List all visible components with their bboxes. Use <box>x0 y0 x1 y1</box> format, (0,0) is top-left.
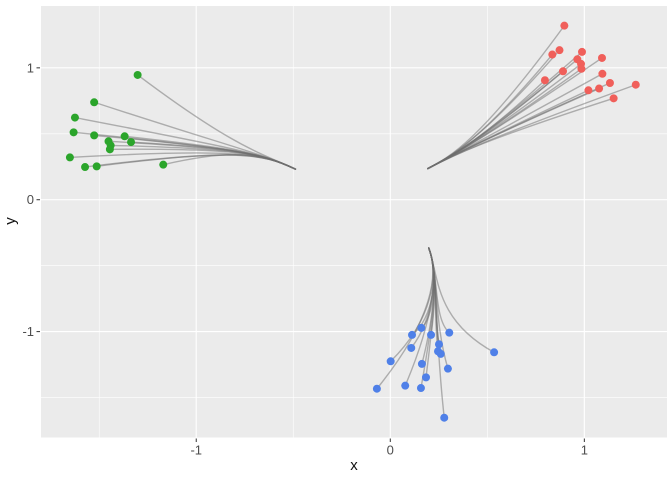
data-point-blue-cluster <box>407 343 416 352</box>
data-point-red-cluster <box>598 69 607 78</box>
x-axis-title: x <box>350 457 358 474</box>
data-points <box>65 21 640 422</box>
x-tick-label: 1 <box>581 443 588 458</box>
data-point-blue-cluster <box>416 384 425 393</box>
gridlines-minor <box>41 6 667 438</box>
data-point-green-cluster <box>90 98 99 107</box>
data-point-blue-cluster <box>436 349 445 358</box>
x-tick-label: -1 <box>190 443 202 458</box>
data-point-blue-cluster <box>443 364 452 373</box>
data-point-green-cluster <box>90 131 99 140</box>
data-point-red-cluster <box>578 47 587 56</box>
data-point-blue-cluster <box>421 373 430 382</box>
trajectory-curves <box>69 24 637 419</box>
data-point-red-cluster <box>584 86 593 95</box>
data-point-green-cluster <box>159 160 168 169</box>
data-point-red-cluster <box>558 67 567 76</box>
trajectory-line-red-cluster <box>427 84 637 170</box>
data-point-blue-cluster <box>417 359 426 368</box>
data-point-blue-cluster <box>490 348 499 357</box>
data-point-red-cluster <box>577 64 586 73</box>
y-tick-label: -1 <box>22 324 34 339</box>
data-point-red-cluster <box>631 80 640 89</box>
data-point-green-cluster <box>127 138 136 147</box>
data-point-green-cluster <box>69 128 78 137</box>
data-point-blue-cluster <box>417 323 426 332</box>
trajectory-line-blue-cluster <box>428 247 445 419</box>
data-point-green-cluster <box>120 132 129 141</box>
data-point-blue-cluster <box>408 330 417 339</box>
data-point-green-cluster <box>92 162 101 171</box>
y-tick-label: 1 <box>27 60 34 75</box>
data-point-blue-cluster <box>434 340 443 349</box>
data-point-green-cluster <box>65 153 74 162</box>
data-point-red-cluster <box>597 53 606 62</box>
axis-tick-marks <box>36 67 585 442</box>
data-point-blue-cluster <box>440 413 449 422</box>
data-point-blue-cluster <box>386 357 395 366</box>
trajectory-line-green-cluster <box>162 153 297 170</box>
data-point-green-cluster <box>133 70 142 79</box>
data-point-red-cluster <box>555 46 564 55</box>
y-tick-labels: -1 0 1 <box>22 60 34 339</box>
data-point-red-cluster <box>540 76 549 85</box>
data-point-red-cluster <box>605 79 614 88</box>
data-point-green-cluster <box>81 163 90 172</box>
y-axis-title: y <box>2 217 19 225</box>
data-point-blue-cluster <box>401 381 410 390</box>
y-tick-label: 0 <box>27 192 34 207</box>
data-point-red-cluster <box>548 50 557 59</box>
data-point-blue-cluster <box>372 384 381 393</box>
data-point-blue-cluster <box>445 328 454 337</box>
data-point-red-cluster <box>560 21 569 30</box>
data-point-blue-cluster <box>427 330 436 339</box>
x-tick-labels: -1 0 1 <box>190 443 587 458</box>
x-tick-label: 0 <box>387 443 394 458</box>
data-point-red-cluster <box>595 84 604 93</box>
data-point-green-cluster <box>105 145 114 154</box>
data-point-red-cluster <box>609 94 618 103</box>
data-point-green-cluster <box>70 113 79 122</box>
